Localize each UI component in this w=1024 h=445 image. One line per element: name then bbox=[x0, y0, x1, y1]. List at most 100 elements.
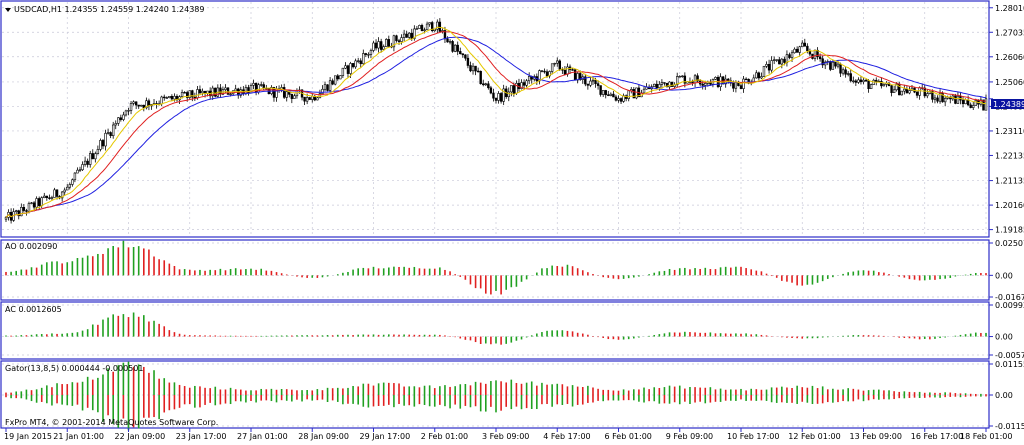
price-tick-label: 1.20160 bbox=[995, 201, 1024, 210]
candle-body bbox=[972, 105, 975, 108]
candle-body bbox=[448, 41, 452, 43]
candle-body bbox=[339, 75, 342, 80]
x-tick-label: 3 Feb 09:00 bbox=[482, 432, 529, 441]
candle-body bbox=[290, 94, 294, 99]
moving-averages bbox=[5, 26, 987, 218]
candle-body bbox=[364, 53, 368, 55]
candle-body bbox=[451, 41, 454, 52]
candle-body bbox=[813, 49, 817, 59]
ao-y-axis: 0.025074 0.00 -0.01679 bbox=[989, 239, 1024, 302]
candle-body bbox=[27, 203, 31, 212]
candle-body bbox=[617, 98, 620, 101]
candle-body bbox=[903, 88, 906, 92]
candle-body bbox=[17, 210, 20, 217]
candle-body bbox=[341, 67, 345, 76]
candle-body bbox=[834, 61, 837, 67]
candle-body bbox=[760, 76, 763, 79]
ac-tick-label: 0.00 bbox=[995, 333, 1013, 342]
candle-body bbox=[234, 88, 237, 92]
candle-body bbox=[734, 81, 738, 89]
candle-body bbox=[778, 59, 781, 65]
x-tick-label: 12 Feb 01:00 bbox=[788, 432, 840, 441]
candle-body bbox=[94, 153, 97, 160]
price-panel[interactable]: 1.280101.270351.260601.250601.240851.231… bbox=[0, 0, 1024, 238]
candle-body bbox=[890, 85, 893, 93]
candle-body bbox=[801, 42, 804, 48]
candle-body bbox=[282, 87, 286, 98]
candle-body bbox=[742, 78, 745, 89]
candle-body bbox=[915, 91, 919, 96]
candle-body bbox=[619, 98, 623, 102]
ac-panel[interactable]: 0.009920 0.00 -0.005798 AC 0.0012605 bbox=[0, 301, 1024, 360]
candle-body bbox=[349, 63, 352, 74]
candle-body bbox=[663, 82, 666, 84]
candle-body bbox=[857, 79, 860, 83]
candle-body bbox=[553, 62, 556, 65]
candle-body bbox=[675, 76, 679, 86]
candle-body bbox=[362, 53, 365, 65]
ma-slow-line bbox=[5, 36, 987, 218]
candle-body bbox=[969, 104, 972, 108]
candle-body bbox=[369, 50, 373, 55]
triangle-down-icon[interactable] bbox=[5, 8, 11, 12]
candle-body bbox=[142, 104, 146, 109]
candle-body bbox=[346, 65, 350, 74]
price-tick-label: 1.25060 bbox=[995, 78, 1024, 87]
x-tick-label: 10 Feb 17:00 bbox=[727, 432, 779, 441]
candle-body bbox=[609, 93, 613, 96]
ma-fast-line bbox=[5, 26, 987, 218]
price-tick-label: 1.23110 bbox=[995, 127, 1024, 136]
candle-body bbox=[114, 123, 117, 126]
candle-body bbox=[918, 87, 921, 96]
ac-y-axis: 0.009920 0.00 -0.005798 bbox=[989, 301, 1024, 360]
candle-body bbox=[160, 96, 163, 105]
candle-body bbox=[859, 79, 863, 83]
candle-body bbox=[76, 169, 79, 174]
candle-body bbox=[806, 45, 809, 52]
candle-body bbox=[765, 64, 768, 67]
candle-body bbox=[211, 87, 214, 97]
candle-body bbox=[86, 160, 89, 165]
candle-body bbox=[96, 149, 100, 154]
ac-tick-label: -0.005798 bbox=[995, 351, 1024, 360]
candle-body bbox=[134, 101, 138, 106]
candle-body bbox=[374, 42, 378, 49]
candle-body bbox=[262, 84, 265, 89]
x-tick-label: 21 Jan 01:00 bbox=[53, 432, 104, 441]
ao-panel[interactable]: 0.025074 0.00 -0.01679 AO 0.002090 bbox=[0, 239, 1024, 302]
candle-body bbox=[354, 60, 357, 68]
candle-body bbox=[875, 79, 878, 82]
x-tick-label: 27 Jan 01:00 bbox=[237, 432, 288, 441]
candle-body bbox=[854, 80, 858, 83]
candle-body bbox=[908, 90, 911, 94]
candle-body bbox=[926, 93, 929, 97]
candle-body bbox=[413, 28, 416, 39]
candle-body bbox=[303, 96, 306, 102]
candle-body bbox=[20, 207, 23, 217]
candle-body bbox=[318, 93, 322, 99]
price-tick-label: 1.27035 bbox=[995, 28, 1024, 37]
candle-body bbox=[106, 132, 110, 134]
candle-body bbox=[821, 58, 824, 66]
candle-body bbox=[721, 76, 725, 85]
candle-body bbox=[438, 21, 442, 32]
candle-body bbox=[68, 184, 72, 188]
candle-body bbox=[476, 70, 480, 73]
candle-body bbox=[829, 61, 832, 70]
candle-body bbox=[732, 82, 735, 89]
candle-body bbox=[260, 84, 263, 86]
gator-tick-label: 0.011552 bbox=[995, 360, 1024, 369]
gator-panel[interactable]: 0.011552 0.00 -0.011546 Gator(13,8,5) 0.00… bbox=[0, 360, 1024, 431]
price-grid bbox=[2, 2, 988, 236]
candle-body bbox=[308, 97, 311, 100]
candle-body bbox=[499, 93, 503, 102]
candle-body bbox=[104, 132, 107, 147]
gator-label: Gator(13,8,5) 0.000444 -0.000501 bbox=[5, 364, 143, 373]
x-tick-label: 28 Jan 09:00 bbox=[298, 432, 349, 441]
candle-body bbox=[60, 191, 64, 199]
candle-body bbox=[984, 98, 988, 111]
candle-body bbox=[788, 54, 791, 58]
candle-body bbox=[614, 96, 618, 101]
